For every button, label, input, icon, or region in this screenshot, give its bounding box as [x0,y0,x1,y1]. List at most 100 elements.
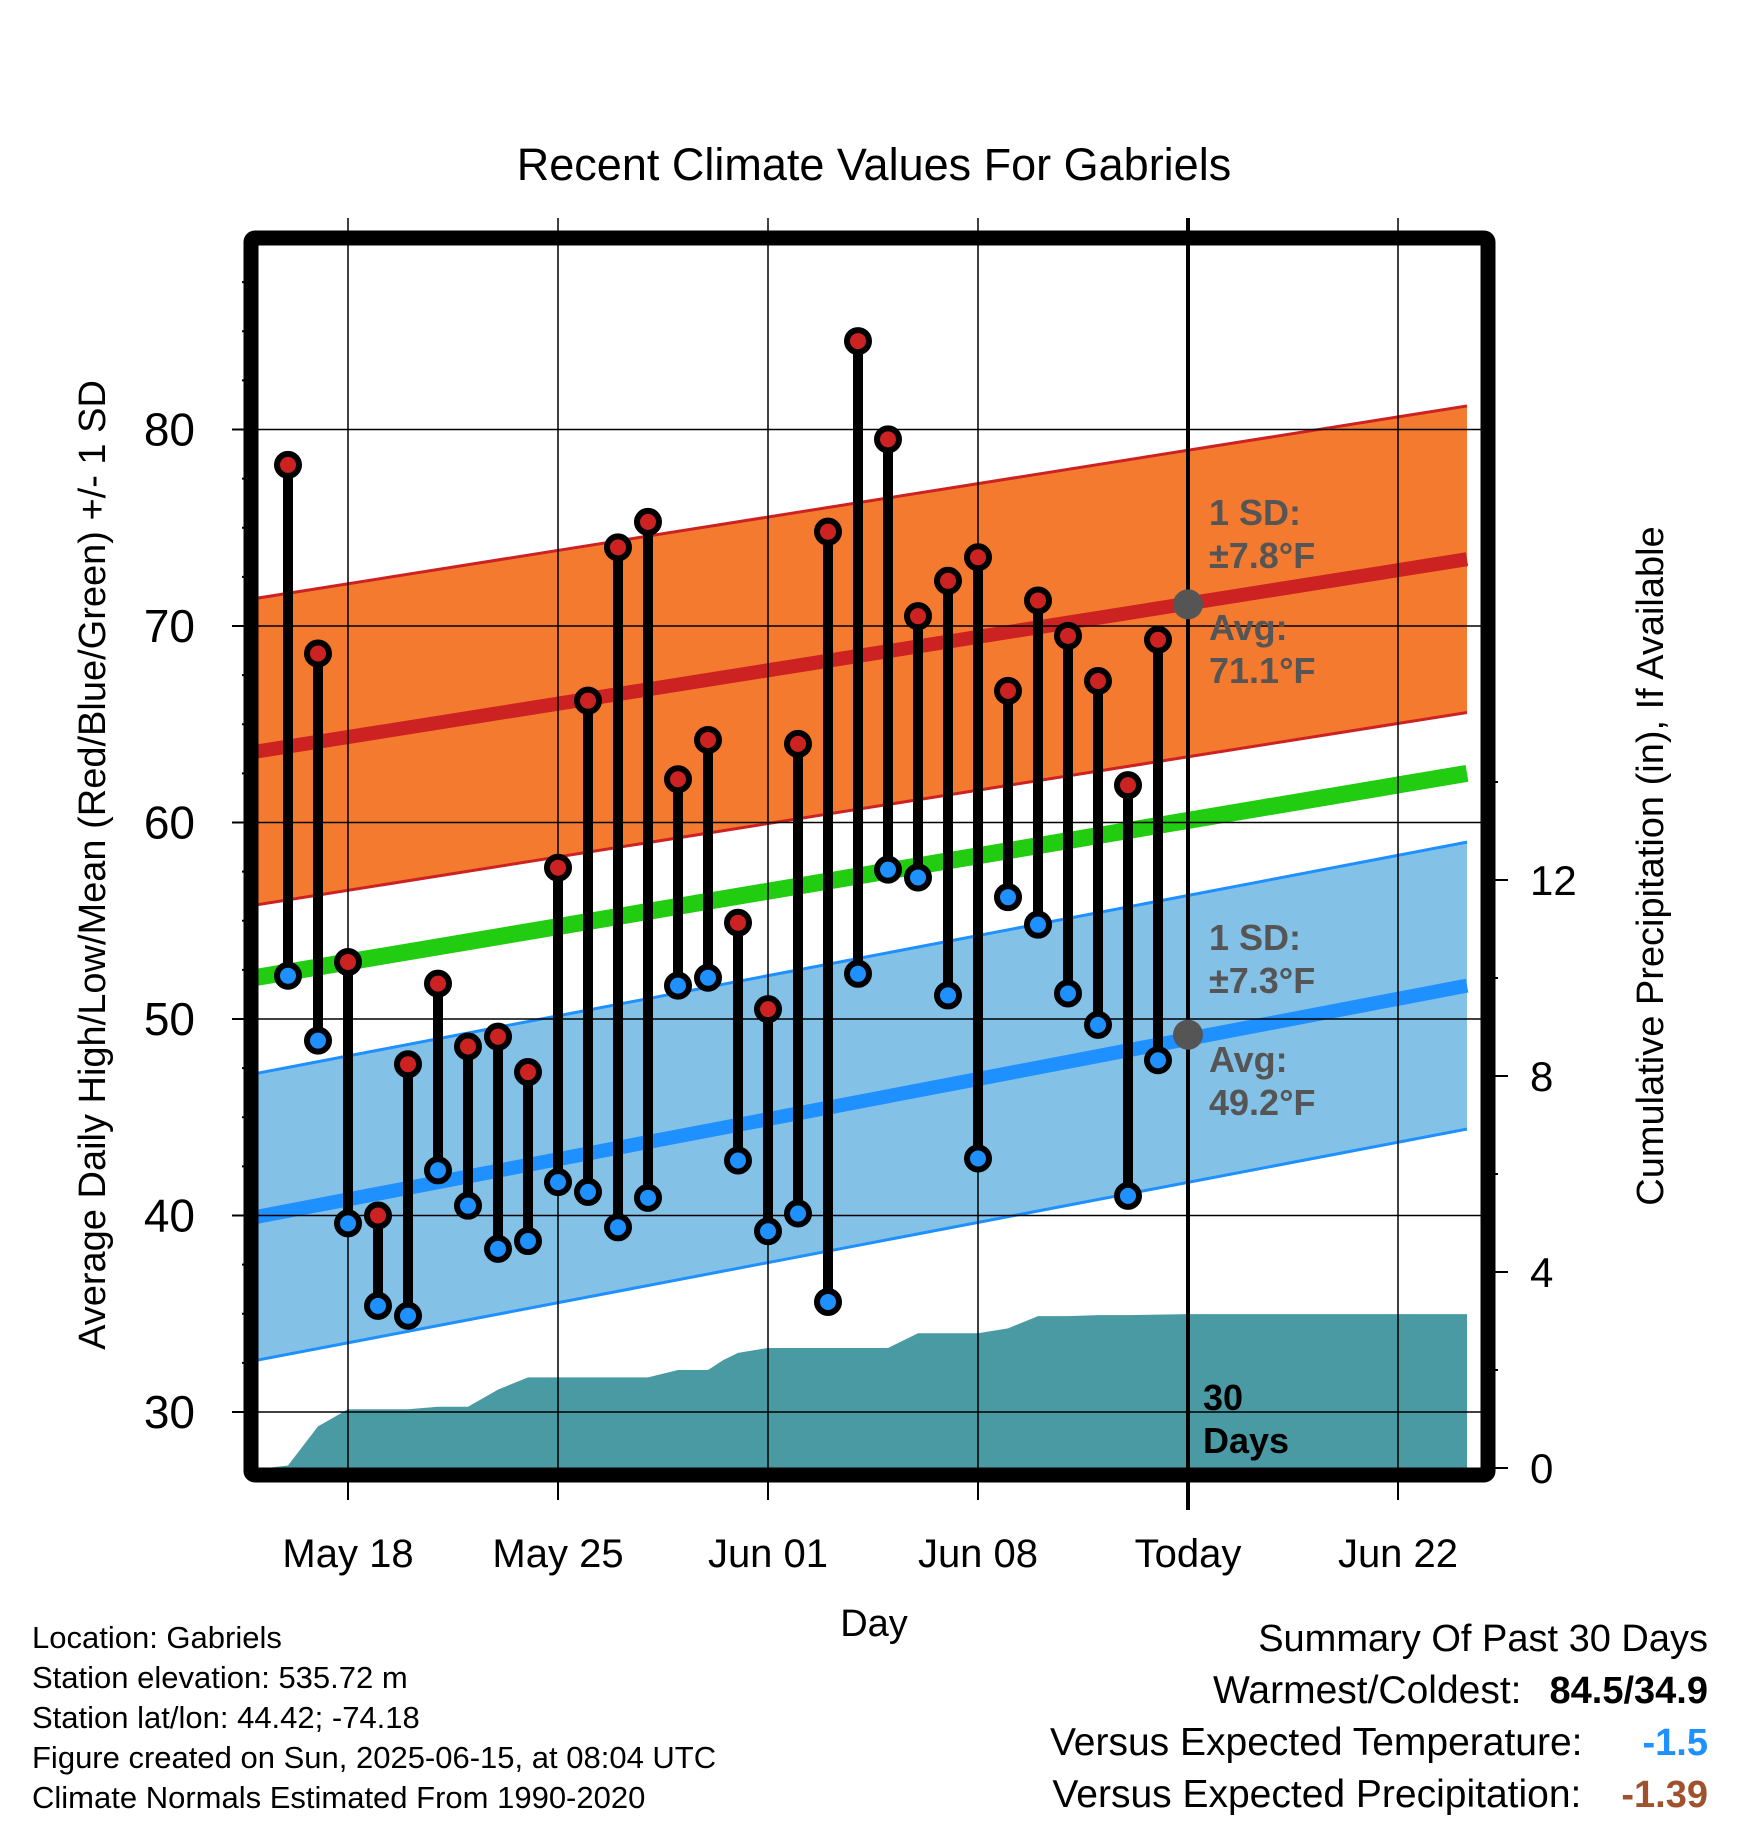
daily-high-point [424,969,452,998]
daily-low-point [664,971,692,1000]
daily-high-point [544,853,572,882]
daily-high-point [394,1050,422,1079]
daily-high-point [694,725,722,754]
daily-low-point [334,1209,362,1238]
warmest-coldest-label: Warmest/Coldest: [1213,1669,1522,1712]
daily-low-point [424,1156,452,1185]
daily-high-point [664,765,692,794]
low-sd-annotation-line: ±7.3°F [1209,960,1315,1001]
daily-high-point [874,425,902,454]
daily-high-point [274,450,302,479]
y-tick-label: 40 [144,1190,195,1242]
daily-high-point [904,602,932,631]
daily-low-point [604,1213,632,1242]
daily-high-point [574,686,602,715]
daily-low-point [574,1177,602,1206]
daily-high-point [964,543,992,572]
daily-high-point [1024,586,1052,615]
daily-high-point [1054,621,1082,650]
station-location: Location: Gabriels [32,1620,282,1655]
daily-high-point [724,908,752,937]
window-annotation-line: 30 [1203,1377,1243,1418]
daily-low-point [454,1191,482,1220]
daily-high-point [1144,625,1172,654]
temp-vs-expected-value: -1.5 [1642,1722,1708,1764]
y-tick-label: 50 [144,993,195,1045]
x-tick-label: May 25 [492,1532,623,1576]
station-elevation: Station elevation: 535.72 m [32,1660,408,1695]
window-annotation-line: Days [1203,1420,1289,1461]
y-tick-label: 30 [144,1386,195,1438]
y-tick-label: 70 [144,600,195,652]
daily-low-point [754,1217,782,1246]
daily-high-point [304,639,332,668]
low-avg-annotation-line: Avg: [1209,1039,1288,1080]
daily-low-point [934,981,962,1010]
today-normal-high-marker [1173,589,1203,620]
grid [258,218,1481,1468]
daily-low-point [994,883,1022,912]
daily-high-point [754,995,782,1024]
daily-low-point [724,1146,752,1175]
daily-high-point [604,533,632,562]
precip-vs-expected-label: Versus Expected Precipitation: [1052,1773,1582,1816]
low-sd-annotation-line: 1 SD: [1209,917,1301,958]
daily-high-point [484,1022,512,1051]
figure-created: Figure created on Sun, 2025-06-15, at 08… [32,1740,717,1775]
y-tick-label: 60 [144,797,195,849]
summary-panel: Summary Of Past 30 Days Warmest/Coldest:… [1050,1613,1708,1821]
high-sd-annotation-line: 1 SD: [1209,492,1301,533]
today-normal-low-marker [1173,1019,1203,1050]
high-avg-annotation-line: Avg: [1209,607,1288,648]
warmest-coldest-value: 84.5/34.9 [1549,1670,1708,1712]
daily-high-point [454,1032,482,1061]
station-latlon: Station lat/lon: 44.42; -74.18 [32,1700,420,1735]
daily-low-point [844,959,872,988]
y-axis-label: Average Daily High/Low/Mean (Red/Blue/Gr… [72,380,114,1350]
daily-high-point [844,327,872,356]
daily-high-point [784,729,812,758]
y2-tick-label: 12 [1530,857,1577,904]
chart-title: Recent Climate Values For Gabriels [517,139,1231,190]
daily-low-point [394,1301,422,1330]
daily-high-point [1084,667,1112,696]
plot-frame [243,230,1496,1483]
daily-low-point [964,1144,992,1173]
daily-low-point [304,1026,332,1055]
daily-high-point [514,1058,542,1087]
high-sd-annotation-line: ±7.8°F [1209,535,1315,576]
x-tick-label: Jun 01 [708,1532,828,1576]
daily-low-point [634,1183,662,1212]
x-tick-label: May 18 [282,1532,413,1576]
low-sd-band-lower-edge [258,1127,1468,1362]
daily-high-point [814,517,842,546]
station-info: Location: Gabriels Station elevation: 53… [32,1618,716,1818]
precip-vs-expected-value: -1.39 [1621,1774,1708,1816]
daily-low-point [904,863,932,892]
daily-high-point [994,676,1022,705]
daily-low-point [784,1199,812,1228]
daily-low-point [814,1287,842,1316]
x-tick-label: Jun 22 [1338,1532,1458,1576]
y2-tick-label: 0 [1530,1445,1553,1492]
y-tick-label: 80 [144,404,195,456]
x-tick-label: Today [1135,1532,1242,1576]
daily-low-point [484,1234,512,1263]
daily-low-point [1144,1046,1172,1075]
daily-low-point [694,963,722,992]
daily-high-point [364,1201,392,1230]
high-avg-annotation-line: 71.1°F [1209,650,1315,691]
daily-high-point [634,507,662,536]
daily-low-point [514,1227,542,1256]
daily-low-point [364,1291,392,1320]
daily-low-point [874,855,902,884]
low-avg-annotation-line: 49.2°F [1209,1082,1315,1123]
daily-low-point [1054,979,1082,1008]
x-tick-label: Jun 08 [918,1532,1038,1576]
daily-low-point [544,1168,572,1197]
daily-low-point [1024,910,1052,939]
summary-title: Summary Of Past 30 Days [1258,1618,1708,1660]
x-axis-label: Day [840,1603,908,1645]
y2-axis-label: Cumulative Precipitation (in), If Availa… [1630,526,1672,1205]
